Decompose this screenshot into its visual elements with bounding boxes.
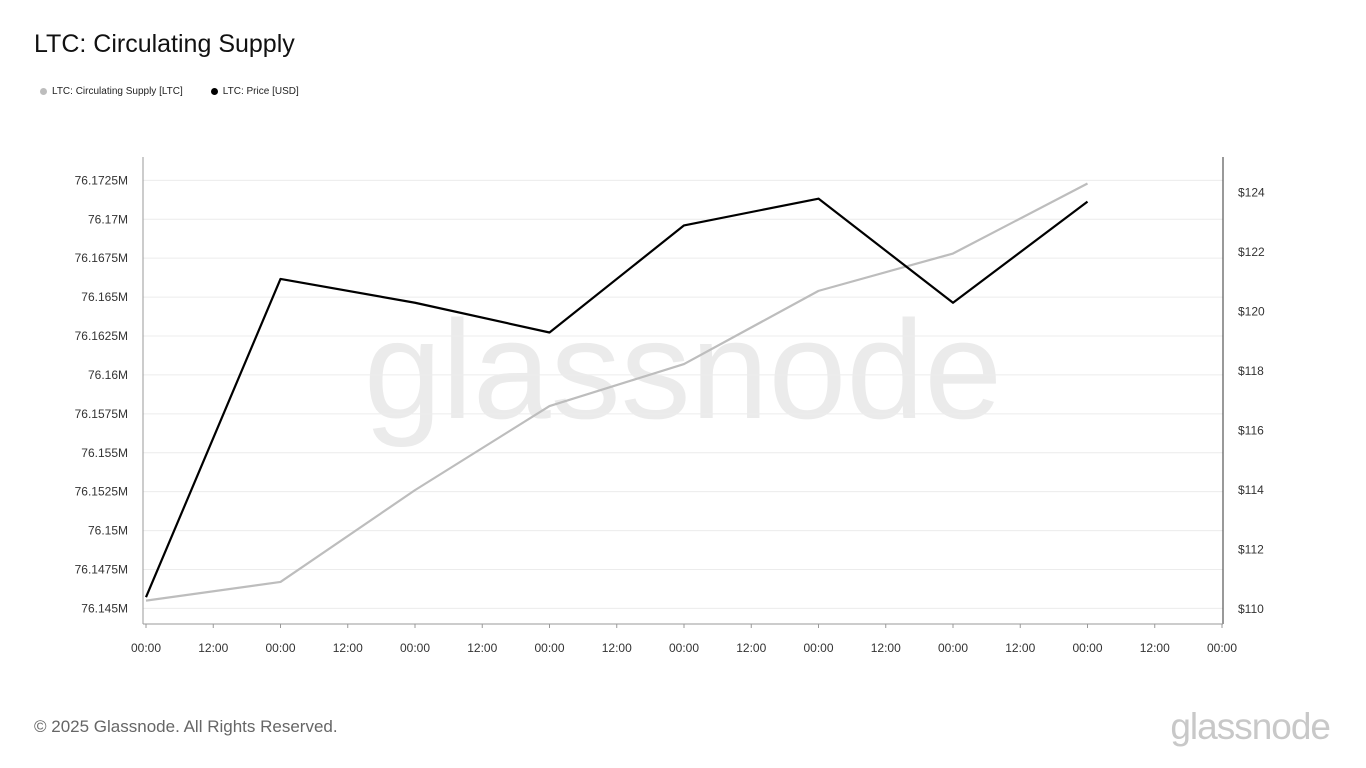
chart-area: glassnode 76.145M 76.1475M 76.15M 76.1525M 76… [75,157,1265,655]
copyright-text: © 2025 Glassnode. All Rights Reserved. [34,717,338,736]
x-tick-label: 12:00 [736,641,766,655]
legend-item-price[interactable]: LTC: Price [USD] [210,86,299,97]
legend-label-supply: LTC: Circulating Supply [LTC] [52,86,183,97]
series-line-price [144,197,1089,598]
legend-dot-price [210,88,218,95]
x-tick-label: 12:00 [1140,641,1170,655]
x-tick-label: 12:00 [198,641,228,655]
legend-label-price: LTC: Price [USD] [222,86,299,97]
legend-item-supply[interactable]: LTC: Circulating Supply [LTC] [40,86,183,97]
y-left-tick-label: 76.17M [88,212,128,226]
y-left-tick-label: 76.1625M [75,329,128,343]
y-left-tick-label: 76.1675M [75,251,128,265]
x-tick-label: 00:00 [131,641,161,655]
x-tick-label: 00:00 [938,641,968,655]
y-right-tick-label: $114 [1238,483,1264,497]
chart-title: LTC: Circulating Supply [34,30,295,58]
x-tick-label: 00:00 [265,641,295,655]
y-right-tick-label: $124 [1238,186,1265,200]
x-tick-label: 00:00 [1072,641,1102,655]
x-tick-label: 00:00 [669,641,699,655]
brand-logo: glassnode [1170,706,1331,747]
x-tick-label: 00:00 [400,641,430,655]
y-left-tick-label: 76.1575M [75,407,128,421]
y-left-tick-label: 76.145M [81,601,128,615]
x-tick-label: 12:00 [602,641,632,655]
y-left-tick-label: 76.1475M [75,563,128,577]
y-left-tick-label: 76.165M [81,290,128,304]
y-right-tick-label: $118 [1238,364,1264,378]
y-left-tick-label: 76.16M [88,368,128,382]
y-right-tick-label: $110 [1238,602,1264,616]
y-right-tick-label: $112 [1238,543,1264,557]
y-right-tick-label: $120 [1238,305,1265,319]
y-left-tick-label: 76.1725M [75,173,128,187]
x-tick-label: 12:00 [1005,641,1035,655]
x-tick-label: 12:00 [467,641,497,655]
chart-legend: LTC: Circulating Supply [LTC] LTC: Price… [40,86,299,97]
y-right-tick-label: $122 [1238,245,1265,259]
x-tick-label: 00:00 [1207,641,1237,655]
y-left-tick-label: 76.155M [81,446,128,460]
x-tick-label: 00:00 [534,641,564,655]
watermark-text: glassnode [364,291,1002,448]
x-tick-label: 00:00 [803,641,833,655]
y-left-tick-label: 76.15M [88,524,128,538]
y-left-tick-label: 76.1525M [75,485,128,499]
series-line-circulating-supply [145,182,1089,602]
legend-dot-supply [40,88,47,95]
x-tick-label: 12:00 [333,641,363,655]
x-tick-label: 12:00 [871,641,901,655]
y-right-tick-label: $116 [1238,424,1264,438]
